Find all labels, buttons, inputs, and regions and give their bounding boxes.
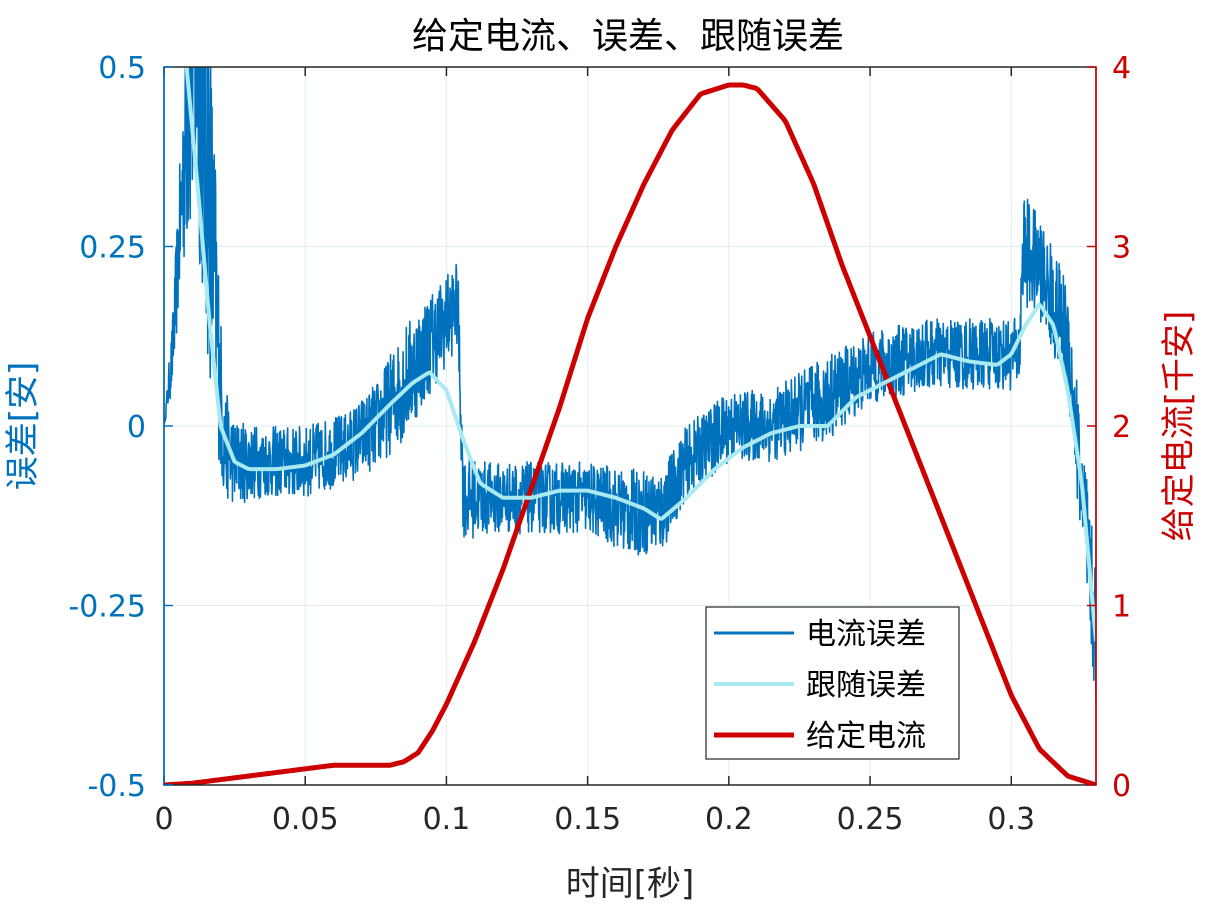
legend-label-tracking-error: 跟随误差 [806,668,926,703]
y-right-tick-label-4: 4 [1112,51,1131,86]
x-tick-label-3: 0.15 [554,802,621,837]
x-tick-label-5: 0.25 [837,802,904,837]
y-axis-right-label: 给定电流[千安] [1159,311,1199,542]
chart-title: 给定电流、误差、跟随误差 [412,16,844,57]
y-left-tick-label-0: -0.5 [87,769,146,804]
y-right-tick-label-0: 0 [1112,769,1131,804]
x-tick-label-6: 0.3 [987,802,1035,837]
y-axis-right: 0 1 2 3 4 [1087,51,1131,804]
series-current-error-line [164,67,1096,700]
x-tick-label-4: 0.2 [705,802,753,837]
series-layer [164,67,1096,785]
legend-label-current-error: 电流误差 [806,617,926,652]
y-axis-left: -0.5 -0.25 0 0.25 0.5 [68,51,173,804]
y-axis-left-label: 误差[安] [3,362,43,491]
y-left-tick-label-2: 0 [127,410,146,445]
legend-label-given-current: 给定电流 [806,719,926,754]
x-axis-label: 时间[秒] [566,864,695,904]
y-left-tick-label-4: 0.5 [98,51,146,86]
x-tick-label-0: 0 [154,802,173,837]
y-right-tick-label-2: 2 [1112,410,1131,445]
y-right-tick-label-1: 1 [1112,590,1131,625]
legend: 电流误差 跟随误差 给定电流 [705,606,960,760]
series-tracking-error-line [184,67,1096,642]
y-right-tick-label-3: 3 [1112,231,1131,266]
y-left-tick-label-3: 0.25 [79,231,146,266]
x-tick-label-2: 0.1 [423,802,471,837]
series-given-current-line [164,82,1096,785]
y-left-tick-label-1: -0.25 [68,590,146,625]
x-tick-label-1: 0.05 [272,802,339,837]
x-axis: 0 0.05 0.1 0.15 0.2 0.25 0.3 [154,67,1035,837]
